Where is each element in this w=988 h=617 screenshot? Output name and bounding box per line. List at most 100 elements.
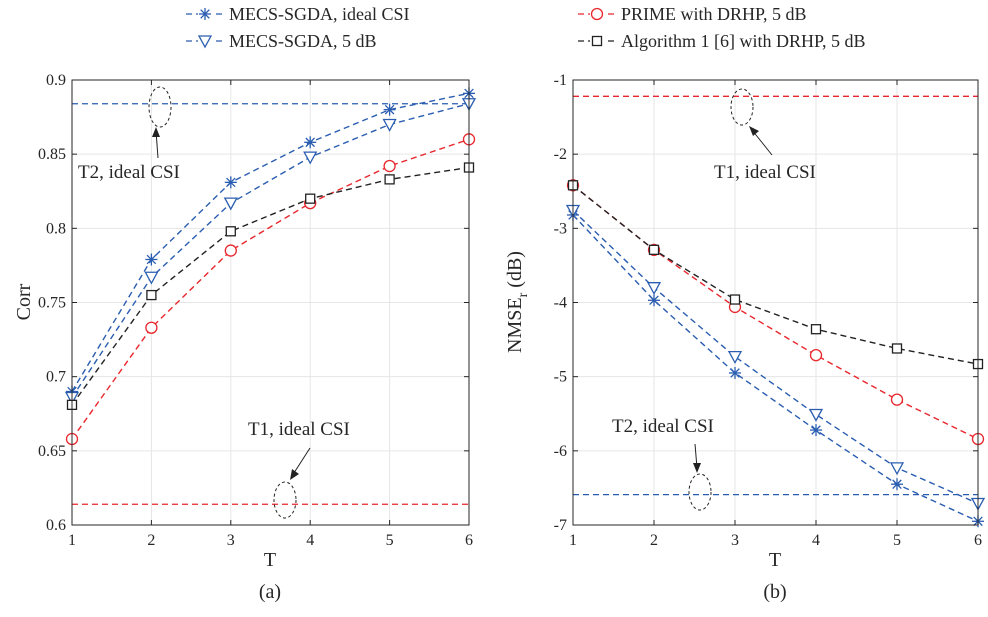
legend-label: MECS-SGDA, ideal CSI <box>229 4 410 24</box>
data-point-triangle-down <box>303 151 318 165</box>
series-line <box>71 92 470 392</box>
series-line <box>572 184 979 365</box>
y-tick-label: 0.9 <box>46 72 66 89</box>
annotation-t1: T1, ideal CSI <box>248 419 350 519</box>
data-point-square <box>305 193 316 204</box>
series-star <box>66 87 475 398</box>
data-point-circle <box>383 159 396 173</box>
annotation-label: T1, ideal CSI <box>248 419 350 440</box>
series-square <box>66 162 475 411</box>
data-point-star <box>383 103 396 116</box>
data-point-square <box>225 226 236 237</box>
y-tick-label: -4 <box>554 295 567 312</box>
legend-item-3: Algorithm 1 [6] with DRHP, 5 dB <box>578 31 866 51</box>
series-layer <box>64 87 477 446</box>
data-point-circle <box>145 321 158 334</box>
legend: MECS-SGDA, ideal CSI MECS-SGDA, 5 dB PRI… <box>186 4 866 51</box>
y-tick-label: 0.65 <box>38 443 66 460</box>
data-point-circle <box>890 393 904 406</box>
data-point-square <box>146 289 157 301</box>
data-point-circle <box>590 7 604 21</box>
y-tick-label: -2 <box>554 146 567 163</box>
data-point-star <box>648 294 660 307</box>
x-tick-label: 5 <box>893 532 901 549</box>
data-point-star <box>891 478 903 491</box>
reference-lines <box>573 95 978 496</box>
data-point-square <box>729 294 741 305</box>
reference-lines <box>72 103 469 505</box>
data-point-square <box>648 244 660 255</box>
data-point-square <box>384 174 395 185</box>
x-tick-label: 3 <box>227 532 235 549</box>
series-line <box>572 184 979 440</box>
y-tick-label: 0.6 <box>46 517 66 534</box>
svg-text:NMSEr(dB): NMSEr (dB) <box>504 251 531 353</box>
series-star <box>567 208 984 528</box>
y-axis-label: Corr <box>13 283 35 320</box>
annotation-t2: T2, ideal CSI <box>612 416 714 511</box>
data-point-triangle-down <box>382 118 397 132</box>
chart-panel-b: 1 2 3 4 5 6 -7 -6 -5 -4 -3 -2 -1 T NMSEr (dB) (b) T1,… <box>504 72 986 603</box>
series-line <box>71 166 470 406</box>
x-axis-label: T <box>264 549 276 571</box>
annotation-label: T2, ideal CSI <box>78 162 180 183</box>
y-tick-label: 0.85 <box>38 146 66 163</box>
tick-labels: 1 2 3 4 5 6 0.6 0.65 0.7 0.75 0.8 0.85 0.9 <box>38 72 473 549</box>
annotation-t1: T1, ideal CSI <box>714 88 816 183</box>
x-tick-label: 1 <box>68 532 76 549</box>
grid <box>71 79 470 526</box>
y-tick-label: -3 <box>554 220 567 237</box>
y-tick-label: 0.75 <box>38 295 66 312</box>
data-point-triangle-down <box>197 35 213 49</box>
data-point-triangle-down <box>223 197 238 211</box>
y-axis-label: NMSE <box>504 297 526 353</box>
series-triangle-down <box>64 98 477 405</box>
x-tick-label: 6 <box>974 532 982 549</box>
annotation-t2: T2, ideal CSI <box>78 86 180 183</box>
data-point-triangle-down <box>889 462 905 476</box>
data-point-star <box>145 253 158 266</box>
x-tick-label: 5 <box>386 532 394 549</box>
grid <box>572 79 979 526</box>
series-triangle-down <box>565 204 986 511</box>
x-tick-label: 2 <box>147 532 155 549</box>
legend-label: MECS-SGDA, 5 dB <box>229 31 377 51</box>
legend-item-2: PRIME with DRHP, 5 dB <box>578 4 807 24</box>
x-tick-label: 3 <box>731 532 739 549</box>
x-tick-label: 2 <box>650 532 658 549</box>
y-tick-label: -5 <box>554 369 567 386</box>
series-line <box>572 210 979 505</box>
x-tick-label: 1 <box>569 532 577 549</box>
x-tick-label: 4 <box>812 532 820 549</box>
data-point-triangle-down <box>808 408 824 422</box>
x-tick-label: 6 <box>465 532 473 549</box>
data-point-star <box>729 366 741 379</box>
y-axis-label-group: NMSEr (dB) <box>504 251 531 353</box>
x-axis-label: T <box>769 549 781 571</box>
data-point-star <box>199 8 211 20</box>
data-point-star <box>810 424 822 437</box>
data-point-square <box>810 324 822 335</box>
data-point-square <box>591 35 603 47</box>
y-tick-label: 0.7 <box>46 369 66 386</box>
data-point-square <box>891 343 903 354</box>
data-point-star <box>224 176 237 189</box>
y-axis-label-subscript: r <box>516 292 531 297</box>
y-axis-label-unit: (dB) <box>504 251 526 288</box>
tick-labels: 1 2 3 4 5 6 -7 -6 -5 -4 -3 -2 -1 <box>554 72 982 549</box>
legend-label: PRIME with DRHP, 5 dB <box>621 4 807 24</box>
data-point-triangle-down <box>144 271 159 285</box>
data-point-circle <box>809 349 823 362</box>
chart-panel-a: 1 2 3 4 5 6 0.6 0.65 0.7 0.75 0.8 0.85 0.9 T Corr (a… <box>13 72 477 603</box>
y-tick-label: 0.8 <box>46 220 66 237</box>
legend-label: Algorithm 1 [6] with DRHP, 5 dB <box>621 31 866 51</box>
y-tick-label: -1 <box>554 72 567 89</box>
annotation-label: T1, ideal CSI <box>714 162 816 183</box>
legend-item-0: MECS-SGDA, ideal CSI <box>186 4 410 24</box>
series-line <box>71 138 470 440</box>
data-point-triangle-down <box>646 282 662 296</box>
series-line <box>572 214 979 522</box>
series-layer <box>565 179 986 528</box>
series-line <box>71 103 470 398</box>
